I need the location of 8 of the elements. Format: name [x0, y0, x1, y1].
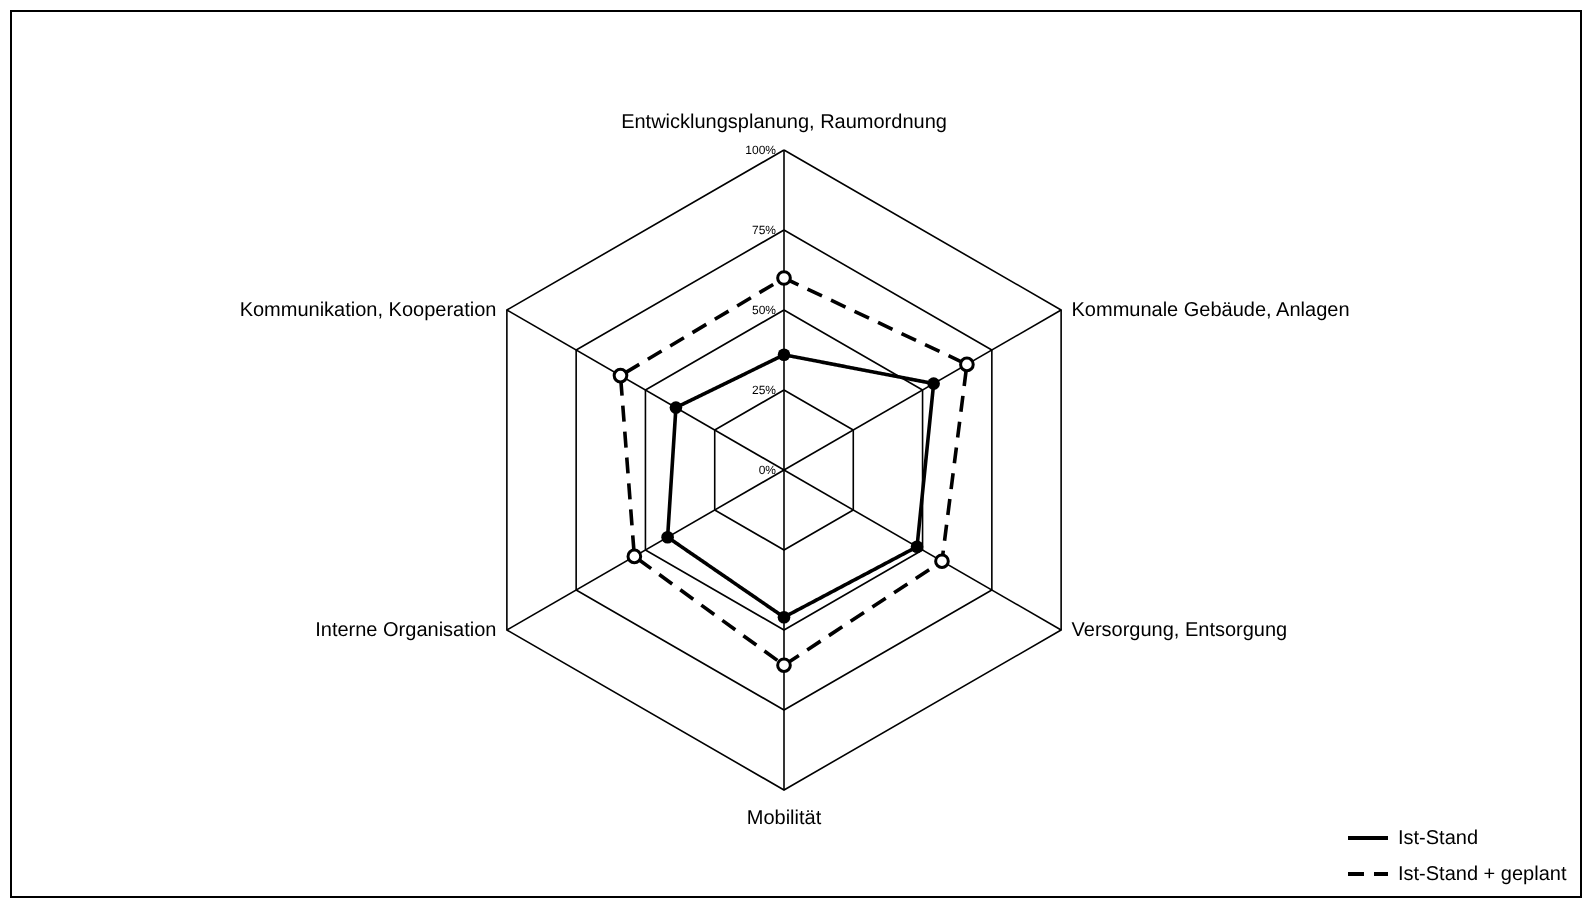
spoke-label: Mobilität [746, 808, 822, 830]
legend-label: Ist-Stand + geplant [1398, 864, 1567, 886]
spoke-label: Entwicklungsplanung, Raumordnung [621, 112, 947, 134]
spoke-label: Versorgung, Entsorgung [1071, 620, 1288, 642]
spoke-label: Interne Organisation [315, 620, 497, 642]
spoke-label: Kommunale Gebäude, Anlagen [1071, 300, 1350, 322]
spoke-label: Kommunikation, Kooperation [239, 300, 497, 322]
legend-label: Ist-Stand [1398, 828, 1479, 850]
